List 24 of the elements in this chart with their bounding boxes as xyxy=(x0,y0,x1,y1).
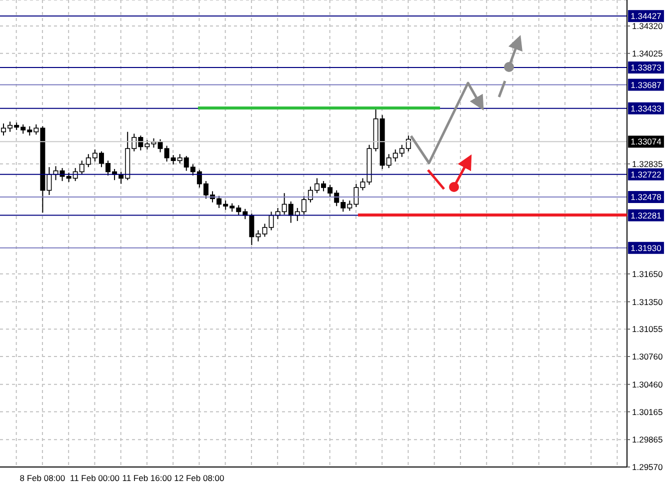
ref-line-label: 1.33433 xyxy=(630,103,662,114)
y-tick-label: 1.34025 xyxy=(632,48,663,58)
y-tick-label: 1.31650 xyxy=(632,268,663,279)
ref-line-label: 1.33873 xyxy=(630,62,662,72)
y-tick-label: 1.29570 xyxy=(632,462,663,472)
y-tick-label: 1.34320 xyxy=(632,21,663,32)
ref-line-label: 1.34427 xyxy=(630,11,662,22)
y-tick-label: 1.30165 xyxy=(632,406,663,417)
x-tick-label: 11 Feb 16:00 xyxy=(122,473,172,484)
ref-line-label: 1.32281 xyxy=(630,210,662,220)
y-tick-label: 1.31350 xyxy=(632,296,663,307)
ref-line-label: 1.32722 xyxy=(630,169,662,180)
y-tick-label: 1.32835 xyxy=(632,158,663,169)
ref-line-label: 1.31930 xyxy=(630,242,662,253)
x-tick-label: 12 Feb 08:00 xyxy=(174,473,225,484)
y-tick-label: 1.29865 xyxy=(632,434,663,445)
y-tick-label: 1.30760 xyxy=(632,352,663,362)
y-tick-label: 1.31055 xyxy=(632,324,663,334)
ref-line-label: 1.32478 xyxy=(630,192,662,202)
ref-line-label: 1.33074 xyxy=(630,136,662,147)
y-tick-label: 1.30460 xyxy=(632,379,663,390)
x-tick-label: 8 Feb 08:00 xyxy=(20,473,66,484)
ref-line-label: 1.33687 xyxy=(630,80,662,90)
x-tick-label: 11 Feb 00:00 xyxy=(70,473,120,484)
